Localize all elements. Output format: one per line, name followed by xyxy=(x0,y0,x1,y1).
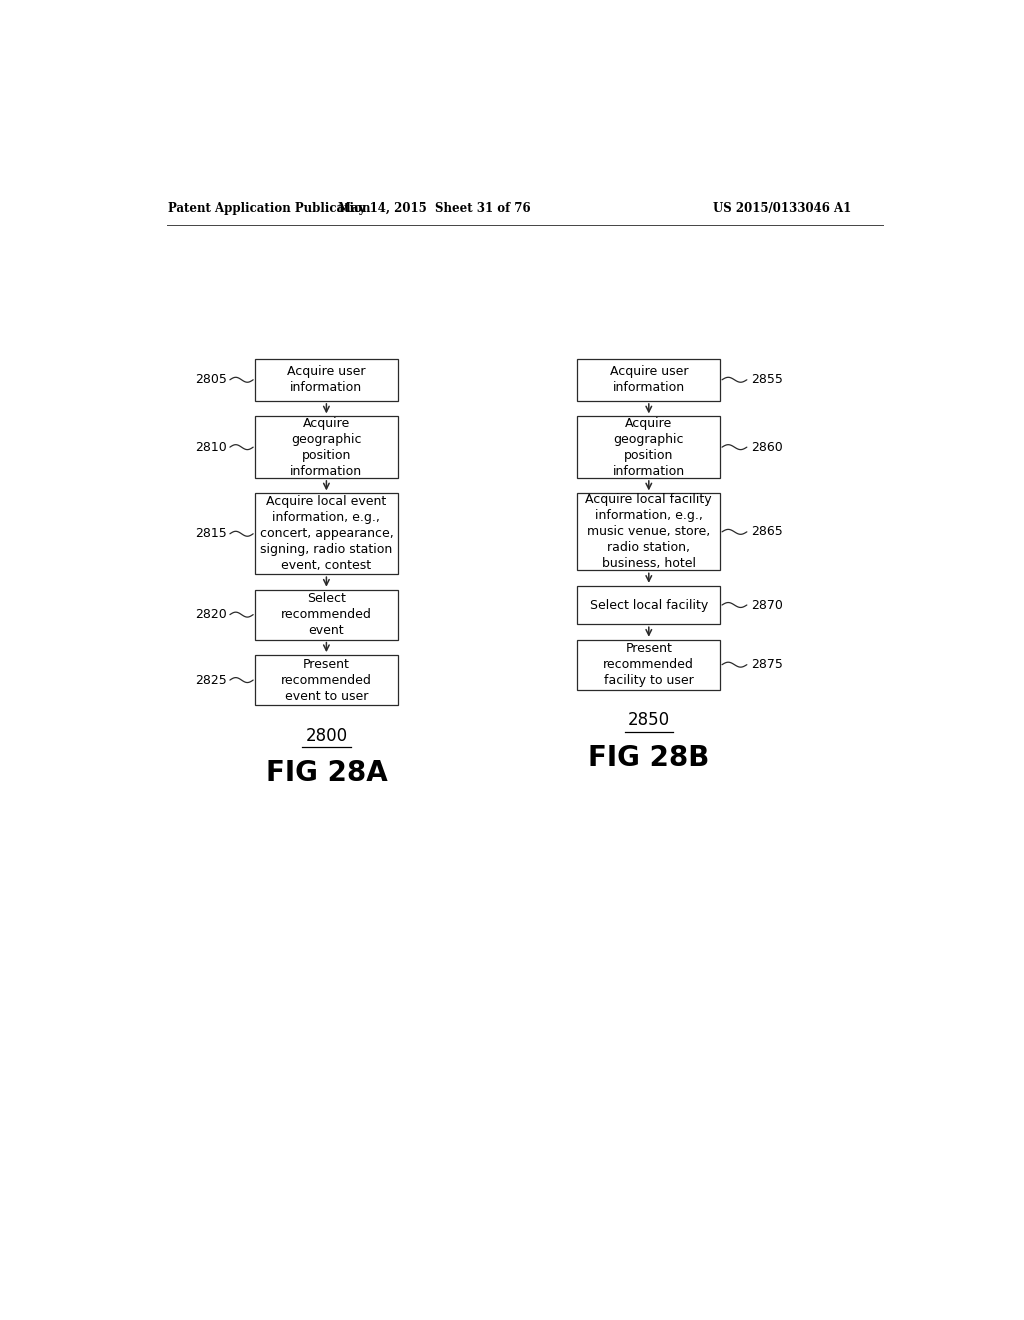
Text: 2875: 2875 xyxy=(751,659,782,671)
FancyBboxPatch shape xyxy=(255,655,398,705)
Text: 2815: 2815 xyxy=(195,527,226,540)
FancyBboxPatch shape xyxy=(578,416,721,478)
Text: 2800: 2800 xyxy=(305,726,347,744)
Text: May 14, 2015  Sheet 31 of 76: May 14, 2015 Sheet 31 of 76 xyxy=(338,202,530,215)
FancyBboxPatch shape xyxy=(578,494,721,570)
Text: Acquire user
information: Acquire user information xyxy=(609,366,688,395)
Text: Acquire local facility
information, e.g.,
music venue, store,
radio station,
bus: Acquire local facility information, e.g.… xyxy=(586,494,712,570)
Text: 2825: 2825 xyxy=(195,673,226,686)
Text: Patent Application Publication: Patent Application Publication xyxy=(168,202,371,215)
FancyBboxPatch shape xyxy=(255,416,398,478)
Text: 2850: 2850 xyxy=(628,711,670,729)
FancyBboxPatch shape xyxy=(255,359,398,401)
FancyBboxPatch shape xyxy=(578,640,721,690)
Text: 2820: 2820 xyxy=(195,609,226,622)
FancyBboxPatch shape xyxy=(578,586,721,624)
Text: 2865: 2865 xyxy=(751,525,782,539)
FancyBboxPatch shape xyxy=(255,494,398,574)
Text: Select
recommended
event: Select recommended event xyxy=(281,593,372,638)
Text: Acquire
geographic
position
information: Acquire geographic position information xyxy=(612,417,685,478)
FancyBboxPatch shape xyxy=(578,359,721,401)
Text: Acquire user
information: Acquire user information xyxy=(287,366,366,395)
Text: 2860: 2860 xyxy=(751,441,782,454)
Text: 2805: 2805 xyxy=(195,374,226,387)
Text: Present
recommended
facility to user: Present recommended facility to user xyxy=(603,642,694,688)
Text: 2810: 2810 xyxy=(195,441,226,454)
Text: US 2015/0133046 A1: US 2015/0133046 A1 xyxy=(713,202,851,215)
Text: 2855: 2855 xyxy=(751,374,782,387)
FancyBboxPatch shape xyxy=(255,590,398,640)
Text: Select local facility: Select local facility xyxy=(590,598,708,611)
Text: Present
recommended
event to user: Present recommended event to user xyxy=(281,657,372,702)
Text: 2870: 2870 xyxy=(751,598,782,611)
Text: Acquire local event
information, e.g.,
concert, appearance,
signing, radio stati: Acquire local event information, e.g., c… xyxy=(259,495,393,573)
Text: FIG 28B: FIG 28B xyxy=(588,743,710,772)
Text: FIG 28A: FIG 28A xyxy=(265,759,387,787)
Text: Acquire
geographic
position
information: Acquire geographic position information xyxy=(291,417,362,478)
